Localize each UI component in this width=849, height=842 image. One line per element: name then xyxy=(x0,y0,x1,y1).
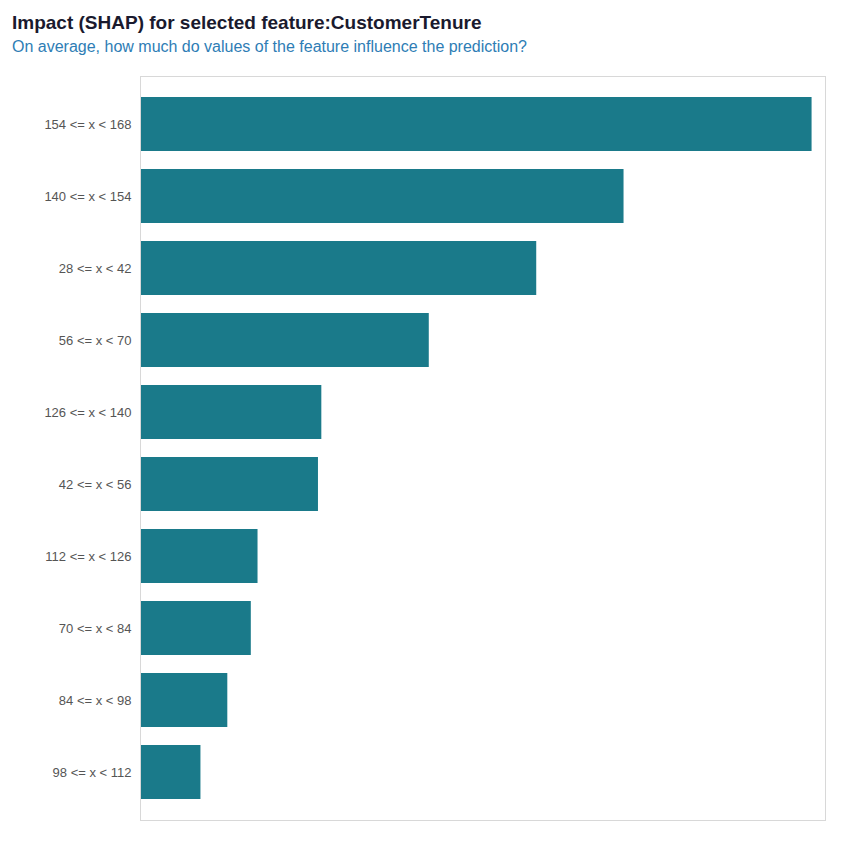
svg-text:154 <= x < 168: 154 <= x < 168 xyxy=(44,117,131,132)
html-text:Impact (SHAP) for selected fea: Impact (SHAP) for selected feature:Custo… xyxy=(12,12,482,33)
svg-text:112 <= x < 126: 112 <= x < 126 xyxy=(45,549,131,564)
svg-text:84 <= x < 98: 84 <= x < 98 xyxy=(59,693,132,708)
svg-text:140 <= x < 154: 140 <= x < 154 xyxy=(44,189,131,204)
svg-text:70 <= x < 84: 70 <= x < 84 xyxy=(59,621,132,636)
svg-text:98 <= x < 112: 98 <= x < 112 xyxy=(53,765,132,780)
svg-text:28 <= x < 42: 28 <= x < 42 xyxy=(59,261,132,276)
svg-text:56 <= x < 70: 56 <= x < 70 xyxy=(59,333,132,348)
svg-text:126 <= x < 140: 126 <= x < 140 xyxy=(44,405,131,420)
html-text:On average, how much do values: On average, how much do values of the fe… xyxy=(12,38,527,55)
svg-text:42 <= x < 56: 42 <= x < 56 xyxy=(59,477,132,492)
